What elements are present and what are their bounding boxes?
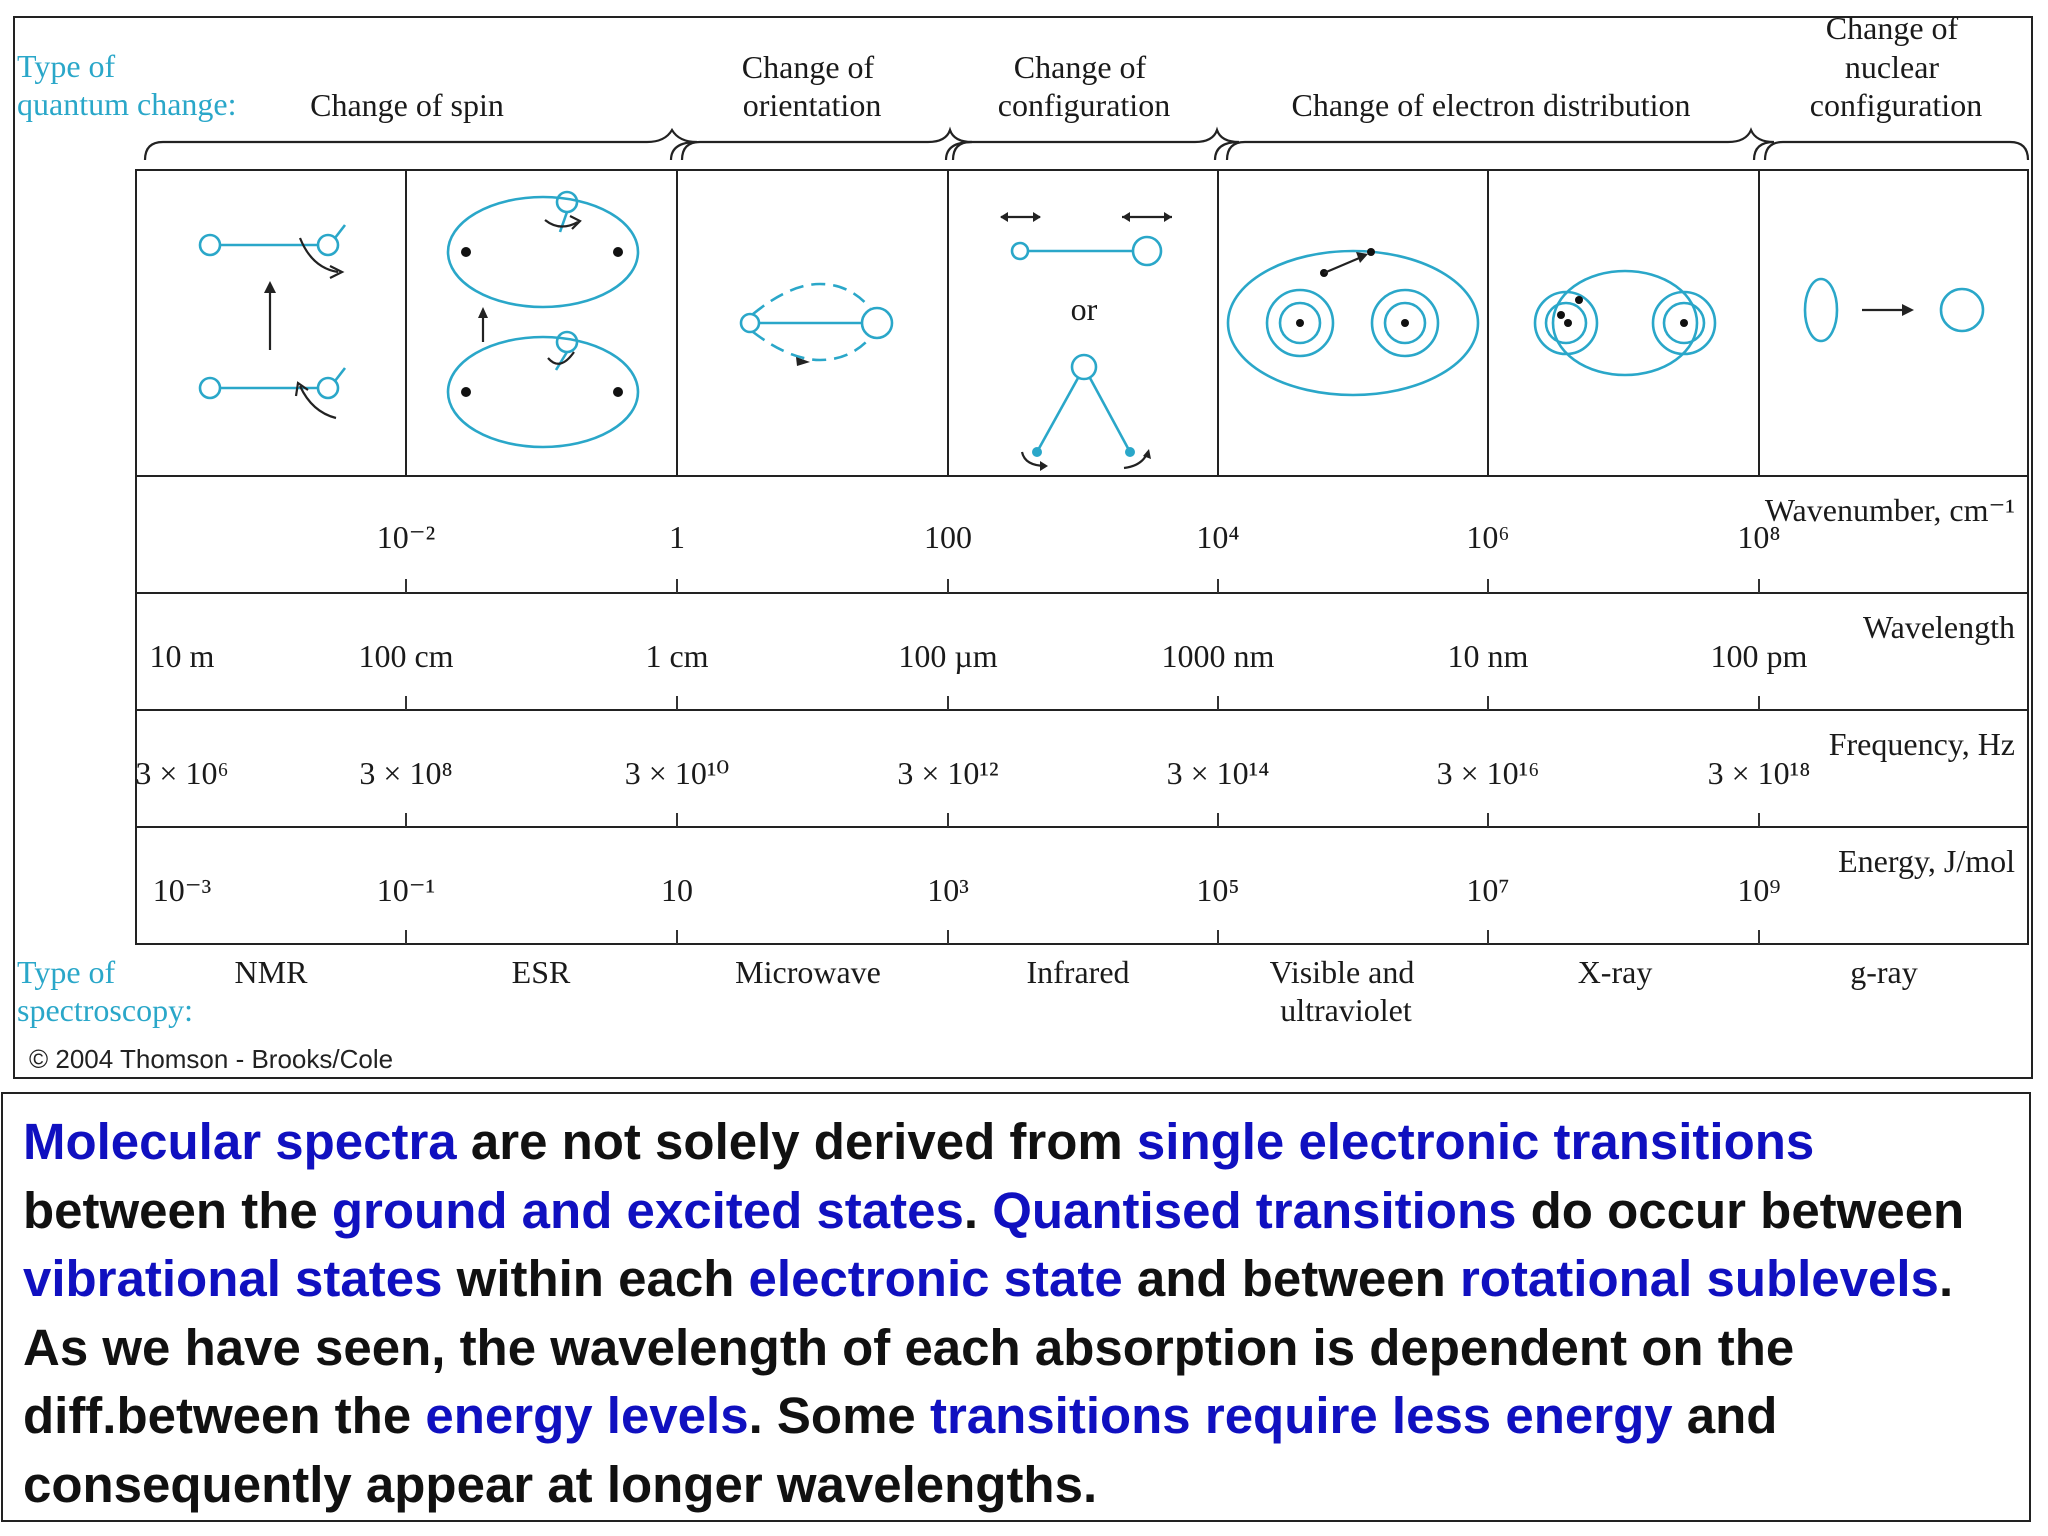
scale-tick-label: 100 pm — [1711, 638, 1808, 674]
category-heading-configuration: Change of configuration — [998, 49, 1170, 123]
illustration-panel — [135, 169, 2029, 477]
caption-highlight: Quantised transitions — [992, 1181, 1517, 1239]
scale-label-wavenumber: Wavenumber, cm⁻¹ — [1765, 492, 2015, 528]
caption-segment: are not solely derived from — [456, 1113, 1137, 1170]
scale-tick-label: 1 cm — [645, 638, 708, 674]
scale-tick-label: 10 m — [150, 638, 215, 674]
caption-segment: . — [963, 1181, 993, 1239]
category-braces — [143, 126, 2030, 161]
caption-highlight: rotational sublevels — [1459, 1250, 1939, 1307]
spectroscopy-microwave: Microwave — [735, 954, 881, 990]
category-heading-electron-distribution: Change of electron distribution — [1291, 87, 1690, 123]
caption-highlight: energy levels — [425, 1387, 749, 1444]
spectroscopy-esr: ESR — [512, 954, 571, 990]
caption-box: Molecular spectra are not solely derived… — [1, 1092, 2031, 1522]
spectroscopy-gamma-ray: g-ray — [1850, 954, 1918, 990]
scale-tick-label: 3 × 10¹² — [897, 755, 998, 791]
category-heading-orientation: Change of orientation — [742, 49, 882, 123]
caption-segment: . Some — [748, 1387, 930, 1444]
scales — [135, 475, 2029, 945]
quantum-change-label: Type of quantum change: — [17, 48, 236, 122]
caption-highlight: electronic state — [748, 1250, 1123, 1307]
caption-segment: and consequently appear at longer wavele… — [23, 1387, 1778, 1513]
caption-highlight: single electronic transitions — [1136, 1113, 1815, 1170]
scale-tick-label: 1 — [669, 519, 685, 555]
scale-tick-label: 1000 nm — [1162, 638, 1275, 674]
caption-segment: do occur between — [1516, 1181, 1965, 1239]
caption-highlight: Molecular spectra — [23, 1113, 457, 1170]
spectroscopy-visible-uv: Visible and ultraviolet — [1270, 954, 1423, 1028]
caption-highlight: transitions require less energy — [929, 1387, 1673, 1444]
spectroscopy-infrared: Infrared — [1026, 954, 1129, 990]
scale-tick-label: 3 × 10¹⁴ — [1167, 755, 1270, 791]
caption-highlight: vibrational states — [23, 1250, 443, 1307]
nuclear-illustration — [1803, 277, 1985, 343]
scale-tick-label: 10 — [661, 872, 693, 908]
caption-segment: between the — [23, 1181, 332, 1239]
esr-spin-illustration — [446, 190, 640, 449]
spectroscopy-nmr: NMR — [235, 954, 309, 990]
rotation-illustration — [739, 282, 894, 366]
scale-tick-label: 10⁻² — [377, 519, 435, 555]
scale-tick-label: 3 × 10¹⁰ — [625, 755, 729, 791]
scale-tick-label: 10⁹ — [1737, 872, 1780, 908]
scale-label-energy: Energy, J/mol — [1838, 843, 2015, 879]
scale-tick-label: 3 × 10⁸ — [359, 755, 452, 791]
electron-distribution-illustration — [1226, 248, 1480, 397]
scale-tick-label: 10⁷ — [1466, 872, 1509, 908]
or-label: or — [1071, 291, 1098, 327]
scale-label-frequency: Frequency, Hz — [1829, 726, 2015, 762]
category-heading-spin: Change of spin — [310, 87, 504, 123]
scale-tick-label: 10³ — [927, 872, 969, 908]
caption-segment: and between — [1122, 1250, 1460, 1307]
scale-tick-label: 10⁻¹ — [377, 872, 435, 908]
scale-tick-label: 10⁵ — [1196, 872, 1239, 908]
spectroscopy-type-label: Type of spectroscopy: — [17, 954, 193, 1028]
vibration-illustration: or — [1000, 212, 1172, 471]
caption-segment: . As we have seen, the wavelength of eac… — [23, 1250, 1954, 1444]
caption-highlight: ground and excited states — [331, 1181, 964, 1239]
scale-label-wavelength: Wavelength — [1863, 609, 2015, 645]
scale-tick-label: 10 nm — [1448, 638, 1529, 674]
nmr-spin-illustration — [198, 224, 347, 420]
scale-tick-label: 3 × 10¹⁶ — [1437, 755, 1540, 791]
category-heading-nuclear-configuration: Change of nuclear configuration — [1810, 10, 1982, 123]
scale-tick-label: 10⁴ — [1196, 519, 1239, 555]
scale-tick-label: 3 × 10¹⁸ — [1708, 755, 1811, 791]
scale-tick-label: 100 cm — [358, 638, 453, 674]
caption-segment: within each — [442, 1250, 749, 1307]
xray-illustration — [1533, 269, 1717, 377]
caption-text: Molecular spectra are not solely derived… — [23, 1113, 1964, 1513]
figure-frame — [13, 16, 2033, 1079]
scale-tick-label: 100 — [924, 519, 972, 555]
scale-tick-label: 3 × 10⁶ — [135, 755, 228, 791]
spectroscopy-xray: X-ray — [1578, 954, 1653, 990]
scale-tick-label: 10⁶ — [1466, 519, 1509, 555]
copyright-credit: © 2004 Thomson - Brooks/Cole — [29, 1044, 393, 1074]
scale-tick-label: 10⁸ — [1737, 519, 1780, 555]
scale-tick-label: 10⁻³ — [153, 872, 211, 908]
scale-tick-label: 100 µm — [898, 638, 997, 674]
scale-tick-labels: 10⁻² 1 100 10⁴ 10⁶ 10⁸ 10 m 100 cm 1 cm 100 µm 100… — [135, 519, 1810, 908]
